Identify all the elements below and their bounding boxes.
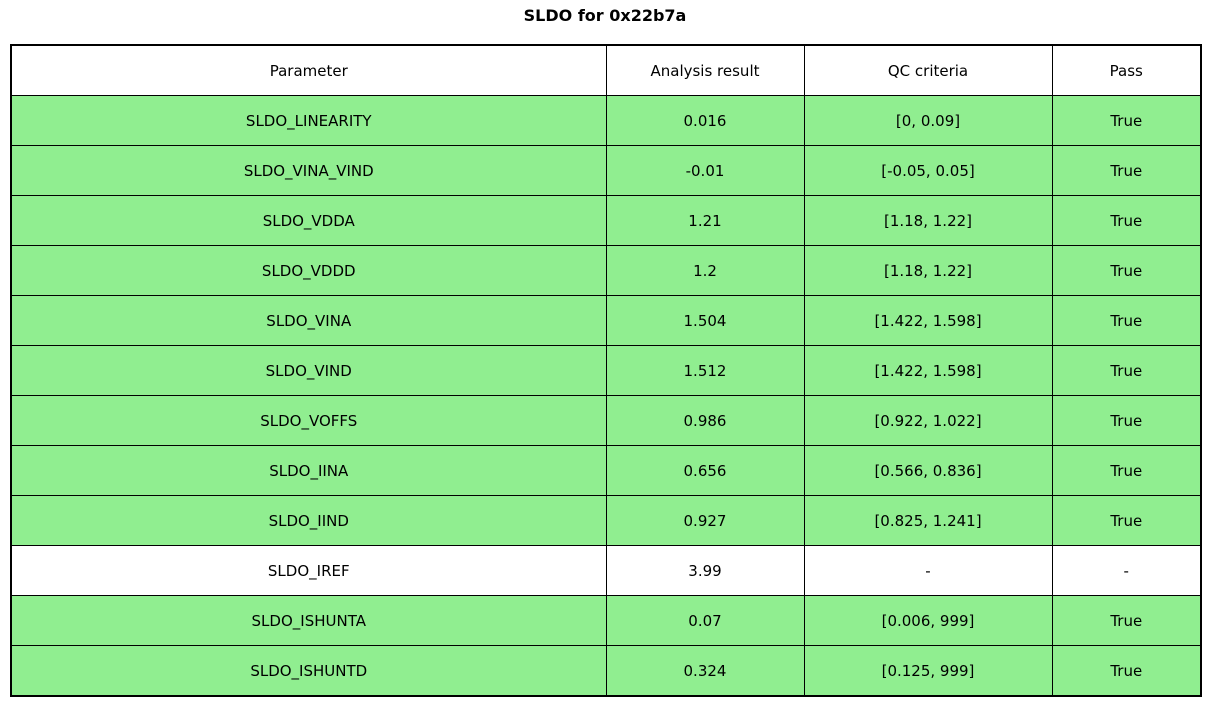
cell-parameter: SLDO_VINA_VIND <box>10 145 607 196</box>
cell-parameter: SLDO_IINA <box>10 445 607 496</box>
table-row: SLDO_VINA_VIND -0.01 [-0.05, 0.05] True <box>10 145 1202 196</box>
cell-result: 3.99 <box>605 545 805 596</box>
table-row: SLDO_ISHUNTD 0.324 [0.125, 999] True <box>10 645 1202 697</box>
cell-pass: True <box>1051 245 1202 296</box>
cell-pass: True <box>1051 445 1202 496</box>
cell-pass: True <box>1051 145 1202 196</box>
cell-criteria: [0, 0.09] <box>803 95 1053 146</box>
table-row: SLDO_IINA 0.656 [0.566, 0.836] True <box>10 445 1202 496</box>
cell-pass: True <box>1051 95 1202 146</box>
table-row: SLDO_ISHUNTA 0.07 [0.006, 999] True <box>10 595 1202 646</box>
cell-result: 0.986 <box>605 395 805 446</box>
cell-result: 0.016 <box>605 95 805 146</box>
cell-result: 0.07 <box>605 595 805 646</box>
cell-result: 0.324 <box>605 645 805 697</box>
cell-pass: True <box>1051 195 1202 246</box>
table-row: SLDO_IIND 0.927 [0.825, 1.241] True <box>10 495 1202 546</box>
table-header-row: Parameter Analysis result QC criteria Pa… <box>10 44 1202 96</box>
cell-result: 0.656 <box>605 445 805 496</box>
table-row: SLDO_IREF 3.99- - <box>10 545 1202 596</box>
cell-pass: True <box>1051 345 1202 396</box>
cell-criteria: - <box>803 545 1053 596</box>
cell-pass: True <box>1051 295 1202 346</box>
column-header-analysis-result: Analysis result <box>605 44 805 96</box>
cell-parameter: SLDO_LINEARITY <box>10 95 607 146</box>
column-header-qc-criteria: QC criteria <box>803 44 1053 96</box>
cell-criteria: [0.922, 1.022] <box>803 395 1053 446</box>
cell-parameter: SLDO_VIND <box>10 345 607 396</box>
qc-results-table: Parameter Analysis result QC criteria Pa… <box>10 44 1202 697</box>
cell-criteria: [0.566, 0.836] <box>803 445 1053 496</box>
column-header-parameter: Parameter <box>10 44 607 96</box>
cell-parameter: SLDO_IIND <box>10 495 607 546</box>
cell-result: -0.01 <box>605 145 805 196</box>
cell-parameter: SLDO_VDDD <box>10 245 607 296</box>
table-row: SLDO_VDDD 1.2 [1.18, 1.22] True <box>10 245 1202 296</box>
cell-parameter: SLDO_VOFFS <box>10 395 607 446</box>
cell-pass: True <box>1051 595 1202 646</box>
cell-result: 1.2 <box>605 245 805 296</box>
cell-criteria: [1.18, 1.22] <box>803 195 1053 246</box>
cell-criteria: [0.825, 1.241] <box>803 495 1053 546</box>
cell-criteria: [0.125, 999] <box>803 645 1053 697</box>
cell-pass: True <box>1051 645 1202 697</box>
cell-criteria: [-0.05, 0.05] <box>803 145 1053 196</box>
table-row: SLDO_VOFFS 0.986 [0.922, 1.022] True <box>10 395 1202 446</box>
table-row: SLDO_VDDA 1.21 [1.18, 1.22] True <box>10 195 1202 246</box>
table-row: SLDO_VINA 1.504 [1.422, 1.598] True <box>10 295 1202 346</box>
table-row: SLDO_LINEARITY 0.016 [0, 0.09] True <box>10 95 1202 146</box>
cell-parameter: SLDO_IREF <box>10 545 607 596</box>
cell-parameter: SLDO_VDDA <box>10 195 607 246</box>
cell-pass: True <box>1051 395 1202 446</box>
cell-parameter: SLDO_ISHUNTA <box>10 595 607 646</box>
column-header-pass: Pass <box>1051 44 1202 96</box>
cell-pass: - <box>1051 545 1202 596</box>
cell-criteria: [0.006, 999] <box>803 595 1053 646</box>
cell-pass: True <box>1051 495 1202 546</box>
cell-parameter: SLDO_ISHUNTD <box>10 645 607 697</box>
table-row: SLDO_VIND 1.512 [1.422, 1.598] True <box>10 345 1202 396</box>
cell-result: 1.21 <box>605 195 805 246</box>
cell-criteria: [1.422, 1.598] <box>803 295 1053 346</box>
cell-parameter: SLDO_VINA <box>10 295 607 346</box>
cell-result: 1.512 <box>605 345 805 396</box>
cell-criteria: [1.422, 1.598] <box>803 345 1053 396</box>
cell-criteria: [1.18, 1.22] <box>803 245 1053 296</box>
cell-result: 0.927 <box>605 495 805 546</box>
figure-title: SLDO for 0x22b7a <box>523 6 687 25</box>
cell-result: 1.504 <box>605 295 805 346</box>
